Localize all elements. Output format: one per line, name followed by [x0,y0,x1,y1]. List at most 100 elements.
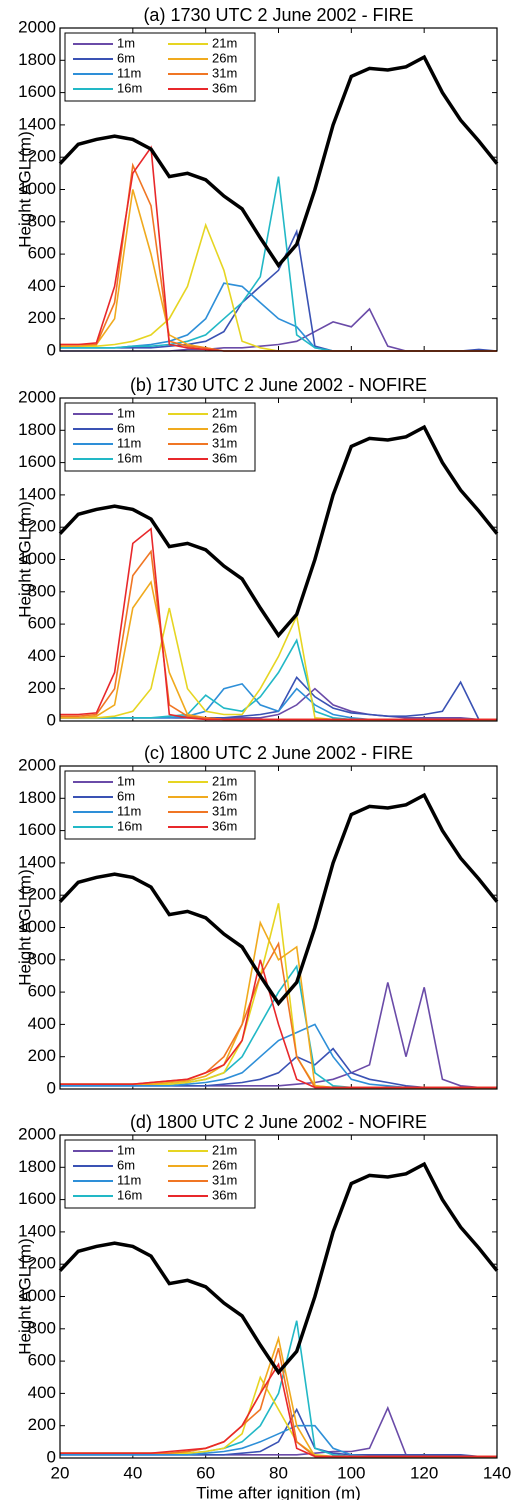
y-tick-label: 2000 [18,387,56,406]
trajectory-line [60,941,497,1089]
y-tick-label: 400 [28,1383,56,1402]
legend-label: 1m [117,405,135,420]
trajectory-line [60,687,497,721]
legend-label: 21m [212,773,237,788]
legend-label: 21m [212,1142,237,1157]
trajectory-line [60,638,497,721]
y-tick-label: 400 [28,646,56,665]
trajectory-line [60,282,497,352]
panel-title: (a) 1730 UTC 2 June 2002 - FIRE [143,5,413,25]
legend-label: 21m [212,35,237,50]
trajectory-line [60,1405,497,1458]
legend-label: 26m [212,420,237,435]
y-tick-label: 200 [28,1415,56,1434]
legend-label: 36m [212,818,237,833]
legend-label: 16m [117,80,142,95]
trajectory-line [60,527,497,721]
trajectory-line [60,307,497,352]
y-tick-label: 1600 [18,820,56,839]
y-tick-label: 1400 [18,114,56,133]
y-tick-label: 600 [28,982,56,1001]
x-tick-label: 140 [483,1463,511,1482]
y-tick-label: 1800 [18,50,56,69]
terrain-line [58,792,499,1007]
legend-label: 36m [212,80,237,95]
legend-label: 6m [117,50,135,65]
y-tick-label: 1600 [18,1189,56,1208]
trajectory-line [60,1047,497,1089]
y-axis-label: Height AGL (m) [15,131,34,248]
plot-frame [59,27,498,352]
legend-label: 21m [212,405,237,420]
y-tick-label: 1000 [18,179,56,198]
y-tick-label: 800 [28,211,56,230]
legend-label: 1m [117,35,135,50]
y-tick-label: 600 [28,614,56,633]
legend-label: 31m [212,65,237,80]
legend-label: 16m [117,818,142,833]
trajectory-line [60,1375,497,1458]
y-tick-label: 200 [28,308,56,327]
y-tick-label: 1000 [18,1286,56,1305]
y-tick-label: 1200 [18,1254,56,1273]
trajectory-line [60,228,498,352]
y-tick-label: 800 [28,581,56,600]
x-tick-label: 60 [196,1463,215,1482]
y-tick-label: 600 [28,244,56,263]
y-axis-label: Height AGL (m) [15,869,34,986]
legend-label: 11m [117,65,141,80]
legend-label: 1m [117,1142,135,1157]
y-tick-label: 1200 [18,147,56,166]
y-tick-label: 1200 [18,885,56,904]
y-tick-label: 1200 [18,517,56,536]
legend-label: 31m [212,1172,237,1187]
y-tick-label: 0 [47,1078,56,1097]
trajectory-line [60,162,497,352]
trajectory-line [60,1023,497,1089]
terrain-line [58,424,499,639]
legend-label: 6m [117,1157,135,1172]
plot-frame [59,397,498,722]
legend-label: 26m [212,1157,237,1172]
panel-title: (d) 1800 UTC 2 June 2002 - NOFIRE [130,1112,427,1132]
terrain-line [58,1161,499,1376]
legend-label: 26m [212,788,237,803]
y-tick-label: 200 [28,678,56,697]
y-tick-label: 200 [28,1046,56,1065]
panel-title: (b) 1730 UTC 2 June 2002 - NOFIRE [130,375,427,395]
legend-label: 31m [212,435,237,450]
trajectory-line [60,580,497,721]
y-tick-label: 2000 [18,17,56,36]
trajectory-line [60,1335,497,1458]
x-tick-label: 120 [410,1463,438,1482]
y-tick-label: 1600 [18,452,56,471]
trajectory-line [60,903,497,1089]
legend-label: 6m [117,788,135,803]
legend-label: 36m [212,450,237,465]
x-tick-label: 100 [337,1463,365,1482]
terrain-line [58,54,499,269]
plot-frame [59,1134,498,1459]
legend-label: 26m [212,50,237,65]
y-tick-label: 1400 [18,1221,56,1240]
y-tick-label: 0 [47,710,56,729]
y-tick-label: 1000 [18,549,56,568]
legend-label: 16m [117,450,142,465]
legend-label: 1m [117,773,135,788]
x-tick-label: 20 [51,1463,70,1482]
x-tick-label: 40 [123,1463,142,1482]
legend-label: 11m [117,803,141,818]
y-tick-label: 1400 [18,852,56,871]
trajectory-line [60,982,497,1089]
legend-label: 11m [117,1172,141,1187]
x-tick-label: 80 [269,1463,288,1482]
y-tick-label: 0 [47,1447,56,1466]
legend-label: 16m [117,1187,142,1202]
y-axis-label: Height AGL (m) [15,501,34,618]
y-tick-label: 600 [28,1351,56,1370]
y-tick-label: 1400 [18,484,56,503]
legend-label: 36m [212,1187,237,1202]
plot-frame [59,765,498,1090]
y-axis-label: Height AGL (m) [15,1238,34,1355]
